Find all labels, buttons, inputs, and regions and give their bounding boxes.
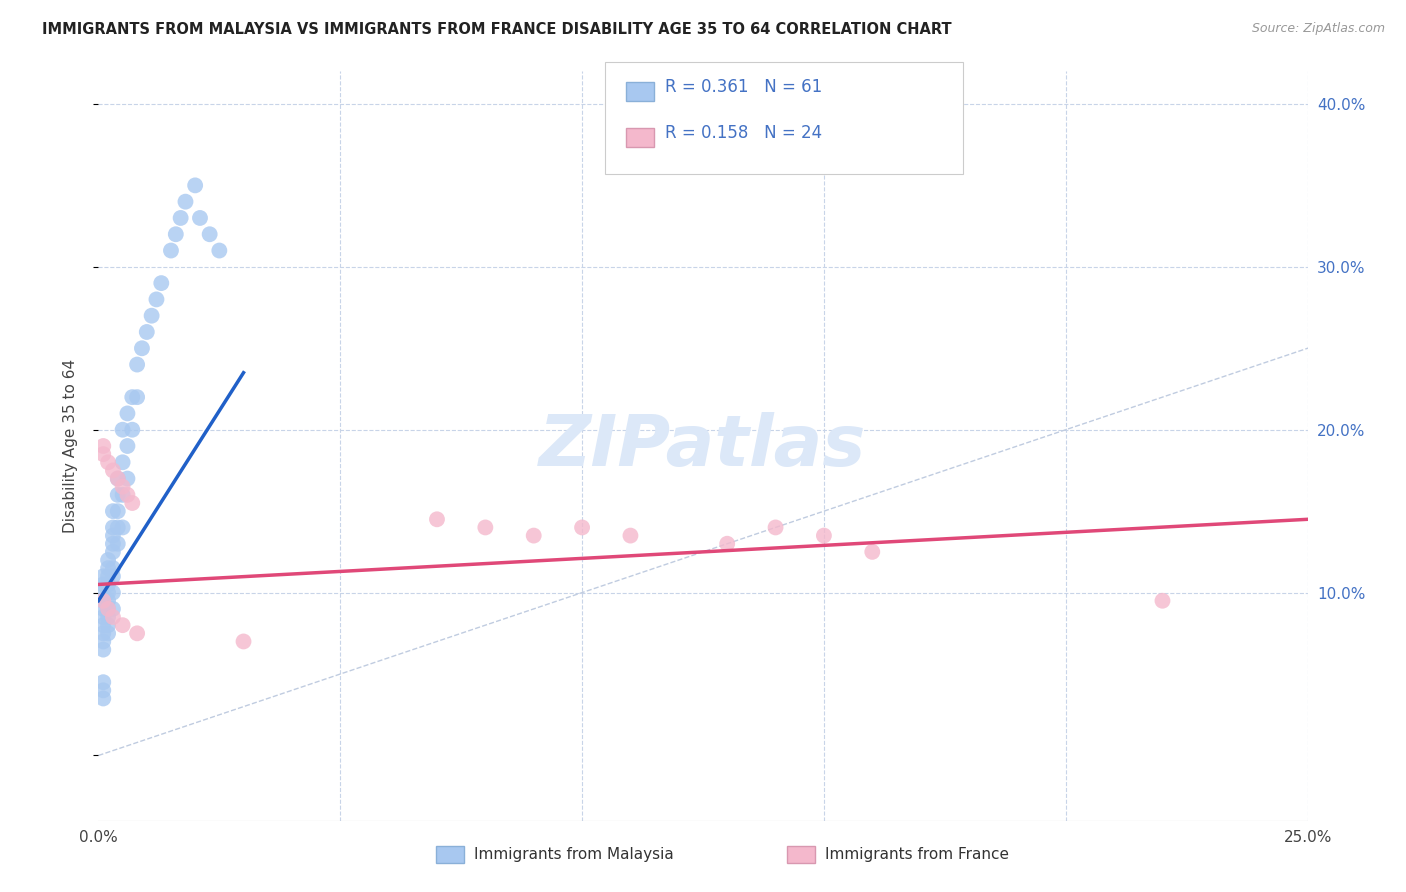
Point [101, 610, 124, 624]
Point [523, 528, 546, 542]
Point [160, 244, 183, 258]
Point [91, 577, 114, 591]
Point [97, 610, 120, 624]
Point [91, 675, 114, 690]
Point [97, 553, 120, 567]
Point [91, 593, 114, 607]
Point [121, 423, 143, 437]
Point [127, 390, 149, 404]
Point [111, 520, 134, 534]
Point [165, 227, 187, 242]
Point [135, 325, 157, 339]
Point [107, 488, 129, 502]
Point [101, 569, 124, 583]
Point [188, 211, 211, 225]
Point [97, 602, 120, 616]
Point [111, 480, 134, 494]
Point [107, 520, 129, 534]
Point [91, 642, 114, 657]
Point [619, 528, 641, 542]
Point [97, 593, 120, 607]
Point [111, 455, 134, 469]
Point [91, 439, 114, 453]
Point [91, 634, 114, 648]
Point [91, 593, 114, 607]
Point [232, 634, 254, 648]
Text: R = 0.361   N = 61: R = 0.361 N = 61 [665, 78, 823, 95]
Point [121, 496, 143, 510]
Point [91, 626, 114, 640]
Point [101, 561, 124, 575]
Point [208, 244, 231, 258]
Point [169, 211, 191, 225]
Point [150, 276, 173, 290]
Y-axis label: Disability Age 35 to 64: Disability Age 35 to 64 [63, 359, 77, 533]
Text: R = 0.158   N = 24: R = 0.158 N = 24 [665, 124, 823, 142]
Point [813, 528, 835, 542]
Point [117, 488, 139, 502]
Point [117, 406, 139, 420]
Point [91, 585, 114, 599]
Point [91, 683, 114, 698]
Point [97, 602, 120, 616]
Point [111, 618, 134, 632]
Text: Immigrants from Malaysia: Immigrants from Malaysia [474, 847, 673, 862]
Point [91, 569, 114, 583]
Point [101, 602, 124, 616]
Point [107, 472, 129, 486]
Point [131, 341, 153, 355]
Point [716, 537, 738, 551]
Text: Source: ZipAtlas.com: Source: ZipAtlas.com [1251, 22, 1385, 36]
Point [91, 602, 114, 616]
Point [127, 626, 149, 640]
Point [101, 520, 124, 534]
Point [765, 520, 787, 534]
Point [111, 488, 134, 502]
Point [571, 520, 593, 534]
Text: IMMIGRANTS FROM MALAYSIA VS IMMIGRANTS FROM FRANCE DISABILITY AGE 35 TO 64 CORRE: IMMIGRANTS FROM MALAYSIA VS IMMIGRANTS F… [42, 22, 952, 37]
Point [91, 447, 114, 461]
Point [184, 178, 207, 193]
Point [97, 455, 120, 469]
Point [91, 691, 114, 706]
Point [101, 537, 124, 551]
Point [474, 520, 496, 534]
Text: ZIPatlas: ZIPatlas [540, 411, 866, 481]
Point [97, 569, 120, 583]
Point [107, 504, 129, 518]
Point [107, 537, 129, 551]
Point [426, 512, 449, 526]
Point [111, 423, 134, 437]
Point [117, 439, 139, 453]
Point [107, 472, 129, 486]
Point [860, 545, 883, 559]
Point [97, 561, 120, 575]
Point [145, 293, 167, 307]
Point [1152, 593, 1174, 607]
Point [91, 610, 114, 624]
Point [117, 472, 139, 486]
Point [127, 358, 149, 372]
Point [174, 194, 197, 209]
Point [141, 309, 163, 323]
Point [97, 626, 120, 640]
Point [101, 504, 124, 518]
Point [97, 577, 120, 591]
Point [101, 545, 124, 559]
Point [101, 463, 124, 477]
Point [101, 528, 124, 542]
Point [101, 585, 124, 599]
Text: Immigrants from France: Immigrants from France [825, 847, 1010, 862]
Point [91, 618, 114, 632]
Point [97, 618, 120, 632]
Point [198, 227, 221, 242]
Point [97, 585, 120, 599]
Point [121, 390, 143, 404]
